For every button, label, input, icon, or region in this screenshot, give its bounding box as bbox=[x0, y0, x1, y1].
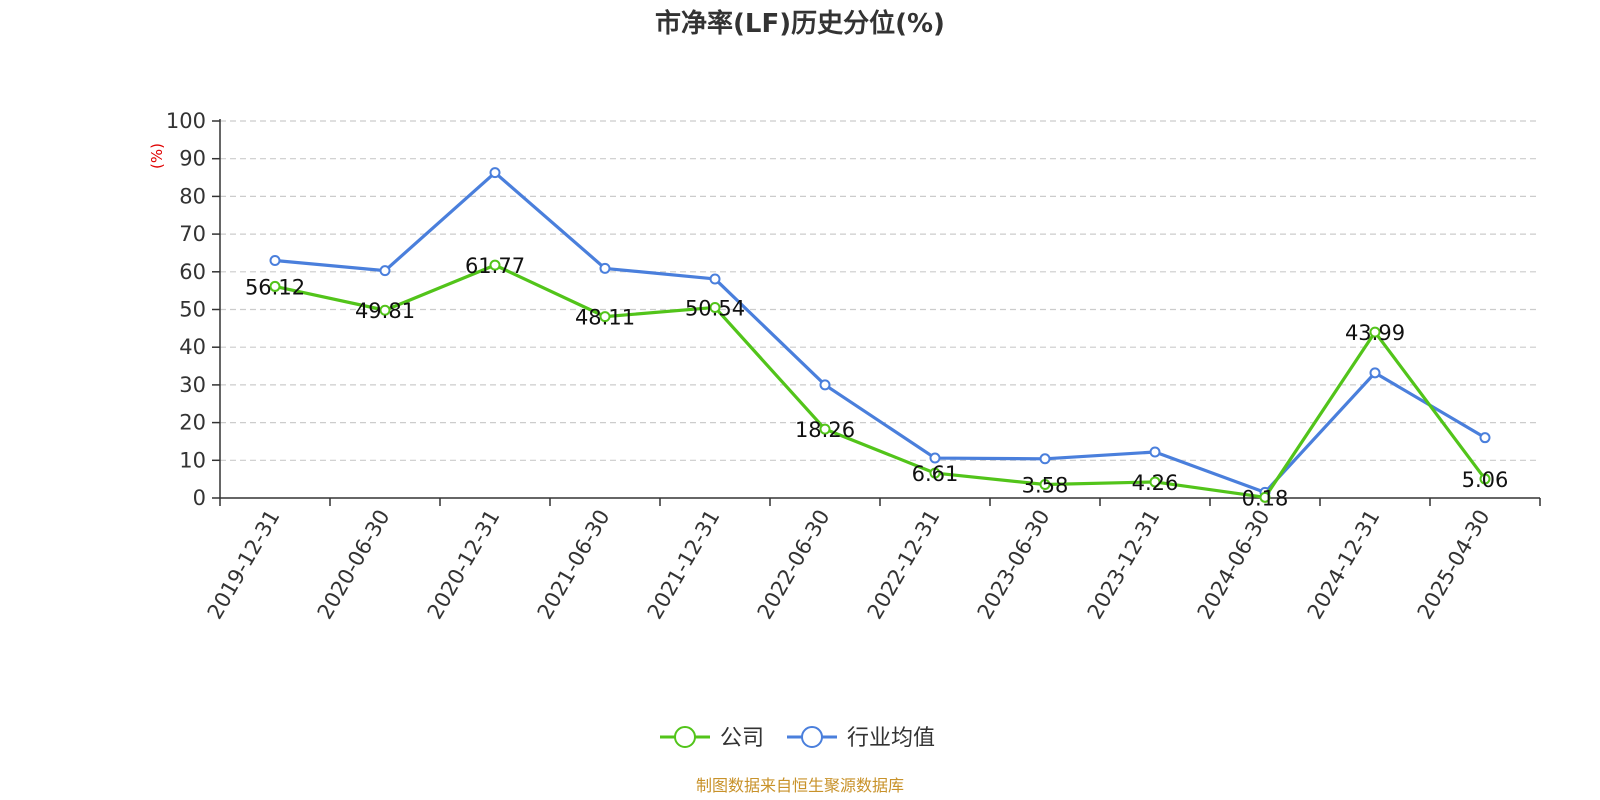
x-tick-label: 2025-04-30 bbox=[1413, 506, 1495, 624]
grid-lines bbox=[220, 120, 1540, 461]
x-tick-label: 2022-12-31 bbox=[863, 506, 945, 624]
data-point bbox=[1369, 367, 1381, 379]
data-label: 4.26 bbox=[1132, 471, 1179, 495]
source-note: 制图数据来自恒生聚源数据库 bbox=[696, 776, 904, 795]
data-point bbox=[1039, 453, 1051, 465]
y-tick-label: 80 bbox=[179, 184, 206, 208]
data-point bbox=[929, 452, 941, 464]
y-tick-label: 10 bbox=[179, 448, 206, 472]
data-point bbox=[709, 273, 721, 285]
x-tick-label: 2020-12-31 bbox=[423, 506, 505, 624]
x-tick-label: 2021-06-30 bbox=[533, 506, 615, 624]
y-tick-label: 100 bbox=[166, 109, 206, 133]
y-tick-label: 60 bbox=[179, 260, 206, 284]
data-point bbox=[379, 304, 391, 316]
data-point bbox=[1039, 479, 1051, 491]
data-label: 48.11 bbox=[575, 306, 635, 330]
x-tick-label: 2024-06-30 bbox=[1193, 506, 1275, 624]
x-tick-label: 2022-06-30 bbox=[753, 506, 835, 624]
data-label: 18.26 bbox=[795, 418, 855, 442]
data-label: 56.12 bbox=[245, 275, 305, 299]
y-tick-label: 20 bbox=[179, 411, 206, 435]
data-label: 43.99 bbox=[1345, 321, 1405, 345]
x-tick-label: 2023-12-31 bbox=[1083, 506, 1165, 624]
series-layer bbox=[269, 167, 1491, 503]
legend: 公司 行业均值 bbox=[660, 726, 935, 751]
y-tick-label: 90 bbox=[179, 147, 206, 171]
data-point bbox=[1479, 432, 1491, 444]
data-point bbox=[1369, 326, 1381, 338]
series-line bbox=[274, 171, 1486, 494]
data-point bbox=[1479, 473, 1491, 485]
legend-item[interactable]: 行业均值 bbox=[787, 726, 935, 751]
data-label: 61.77 bbox=[465, 254, 525, 278]
y-axis: 0 10 20 30 40 50 60 70 80 90 100 bbox=[166, 109, 221, 510]
legend-label: 公司 bbox=[720, 726, 764, 751]
y-tick-label: 0 bbox=[193, 486, 206, 510]
data-point bbox=[269, 254, 281, 266]
data-point bbox=[819, 423, 831, 435]
data-label: 5.06 bbox=[1462, 468, 1509, 492]
y-tick-label: 40 bbox=[179, 335, 206, 359]
x-tick-label: 2021-12-31 bbox=[643, 506, 725, 624]
data-point bbox=[819, 379, 831, 391]
y-tick-label: 50 bbox=[179, 298, 206, 322]
series-line bbox=[274, 263, 1487, 499]
x-tick-label: 2024-12-31 bbox=[1303, 506, 1385, 624]
data-point bbox=[1149, 476, 1161, 488]
data-point bbox=[709, 301, 721, 313]
chart-title: 市净率(LF)历史分位(%) bbox=[655, 8, 945, 39]
y-tick-label: 30 bbox=[179, 373, 206, 397]
data-label: 3.58 bbox=[1022, 474, 1069, 498]
data-label: 49.81 bbox=[355, 299, 415, 323]
y-axis-unit-label: (%) bbox=[148, 143, 166, 169]
x-tick-label: 2019-12-31 bbox=[203, 506, 285, 624]
data-point bbox=[379, 265, 391, 277]
legend-item[interactable]: 公司 bbox=[660, 726, 764, 751]
data-label: 6.61 bbox=[912, 462, 959, 486]
x-tick-label: 2023-06-30 bbox=[973, 506, 1055, 624]
legend-label: 行业均值 bbox=[847, 726, 935, 751]
data-label: 50.54 bbox=[685, 296, 745, 320]
x-axis: 2019-12-31 2020-06-30 2020-12-31 2021-06-30… bbox=[203, 497, 1541, 624]
data-label-layer: 56.12 49.81 61.77 48.11 50.54 18.26 6.61 3.58 4.… bbox=[245, 254, 1508, 510]
data-point bbox=[489, 259, 501, 271]
data-point bbox=[929, 467, 941, 479]
x-tick-label: 2020-06-30 bbox=[313, 506, 395, 624]
data-point bbox=[599, 311, 611, 323]
legend-marker bbox=[674, 726, 696, 748]
legend-marker bbox=[801, 726, 823, 748]
data-point bbox=[599, 262, 611, 274]
data-label: 0.18 bbox=[1242, 486, 1289, 510]
data-point bbox=[1149, 446, 1161, 458]
data-point bbox=[269, 280, 281, 292]
data-point bbox=[1259, 491, 1271, 503]
y-tick-label: 70 bbox=[179, 222, 206, 246]
data-point bbox=[489, 167, 501, 179]
